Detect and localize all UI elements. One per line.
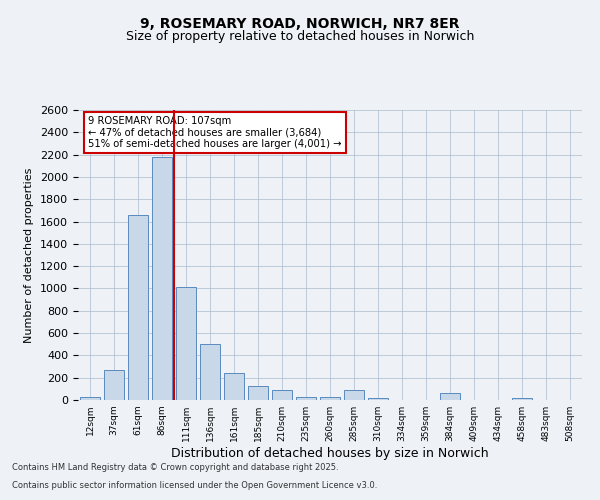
Bar [224,373,244,400]
Bar [512,398,532,400]
Bar [440,394,460,400]
Y-axis label: Number of detached properties: Number of detached properties [25,168,34,342]
Bar [344,390,364,400]
Bar [152,157,172,400]
Bar [200,344,220,400]
Text: Contains HM Land Registry data © Crown copyright and database right 2025.: Contains HM Land Registry data © Crown c… [12,464,338,472]
Bar [368,398,388,400]
Text: Size of property relative to detached houses in Norwich: Size of property relative to detached ho… [126,30,474,43]
Text: Contains public sector information licensed under the Open Government Licence v3: Contains public sector information licen… [12,481,377,490]
Bar [248,386,268,400]
Bar [320,396,340,400]
Bar [272,390,292,400]
Text: 9 ROSEMARY ROAD: 107sqm
← 47% of detached houses are smaller (3,684)
51% of semi: 9 ROSEMARY ROAD: 107sqm ← 47% of detache… [88,116,341,149]
Bar [104,370,124,400]
Bar [296,396,316,400]
Text: 9, ROSEMARY ROAD, NORWICH, NR7 8ER: 9, ROSEMARY ROAD, NORWICH, NR7 8ER [140,18,460,32]
X-axis label: Distribution of detached houses by size in Norwich: Distribution of detached houses by size … [171,447,489,460]
Bar [80,397,100,400]
Bar [176,288,196,400]
Bar [128,215,148,400]
